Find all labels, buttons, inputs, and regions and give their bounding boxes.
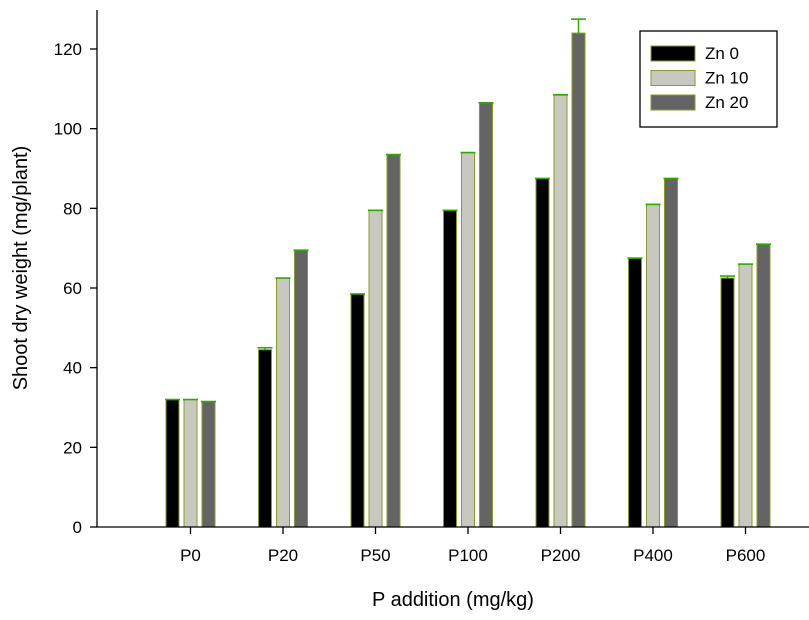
ticks-layer: 0 20 40 60 80 100 120 P0 P20 P50 P100 P200 P400 P600 <box>54 40 766 565</box>
bar-zn-10-p100 <box>461 152 475 528</box>
x-tick-label-p400: P400 <box>633 546 673 565</box>
bar-zn-10-p400 <box>646 203 660 528</box>
bar-zn-20-p20 <box>294 249 308 528</box>
legend-swatch-zn-0 <box>650 45 696 62</box>
bar-zn-0-p600 <box>720 277 735 528</box>
bar-zn-10-p50 <box>368 209 383 528</box>
bar-zn-0-p20 <box>258 349 272 528</box>
legend-swatch-zn-20 <box>650 94 696 111</box>
y-tick-label: 0 <box>73 518 82 537</box>
bar-zn-0-p400 <box>628 257 642 528</box>
y-tick-label: 80 <box>63 199 82 218</box>
legend-swatch-zn-10 <box>650 70 696 86</box>
legend-label-zn-20: Zn 20 <box>705 93 748 112</box>
bar-zn-20-p600 <box>756 243 771 528</box>
bar-zn-20-p100 <box>479 102 493 528</box>
x-tick-label-p0: P0 <box>180 546 201 565</box>
y-tick-label: 20 <box>63 438 82 457</box>
bar-zn-20-p50 <box>386 154 401 528</box>
bar-zn-0-p0 <box>165 399 180 528</box>
bar-zn-0-p50 <box>350 293 365 528</box>
bar-zn-10-p600 <box>738 263 753 528</box>
x-tick-label-p20: P20 <box>268 546 298 565</box>
bar-zn-0-p200 <box>535 177 550 528</box>
bar-zn-20-p0 <box>201 401 216 528</box>
x-tick-label-p100: P100 <box>448 546 488 565</box>
legend-label-zn-0: Zn 0 <box>705 44 739 63</box>
axes-layer <box>96 10 809 528</box>
x-tick-label-p200: P200 <box>541 546 581 565</box>
x-axis-label: P addition (mg/kg) <box>372 589 534 611</box>
bar-zn-10-p20 <box>276 277 290 528</box>
bar-zn-10-p0 <box>183 399 198 528</box>
x-tick-label-p50: P50 <box>360 546 390 565</box>
y-tick-label: 60 <box>63 279 82 298</box>
y-tick-label: 40 <box>63 359 82 378</box>
bar-zn-10-p200 <box>553 94 568 528</box>
legend: Zn 0 Zn 10 Zn 20 <box>639 30 778 128</box>
x-tick-label-p600: P600 <box>726 546 766 565</box>
y-tick-label: 100 <box>54 120 82 139</box>
legend-label-zn-10: Zn 10 <box>705 69 748 88</box>
y-tick-label: 120 <box>54 40 82 59</box>
y-axis-label: Shoot dry weight (mg/plant) <box>10 146 32 391</box>
bars-layer <box>165 18 771 528</box>
bar-zn-20-p200 <box>571 32 586 528</box>
bar-zn-20-p400 <box>664 177 678 528</box>
bar-zn-0-p100 <box>443 209 457 528</box>
